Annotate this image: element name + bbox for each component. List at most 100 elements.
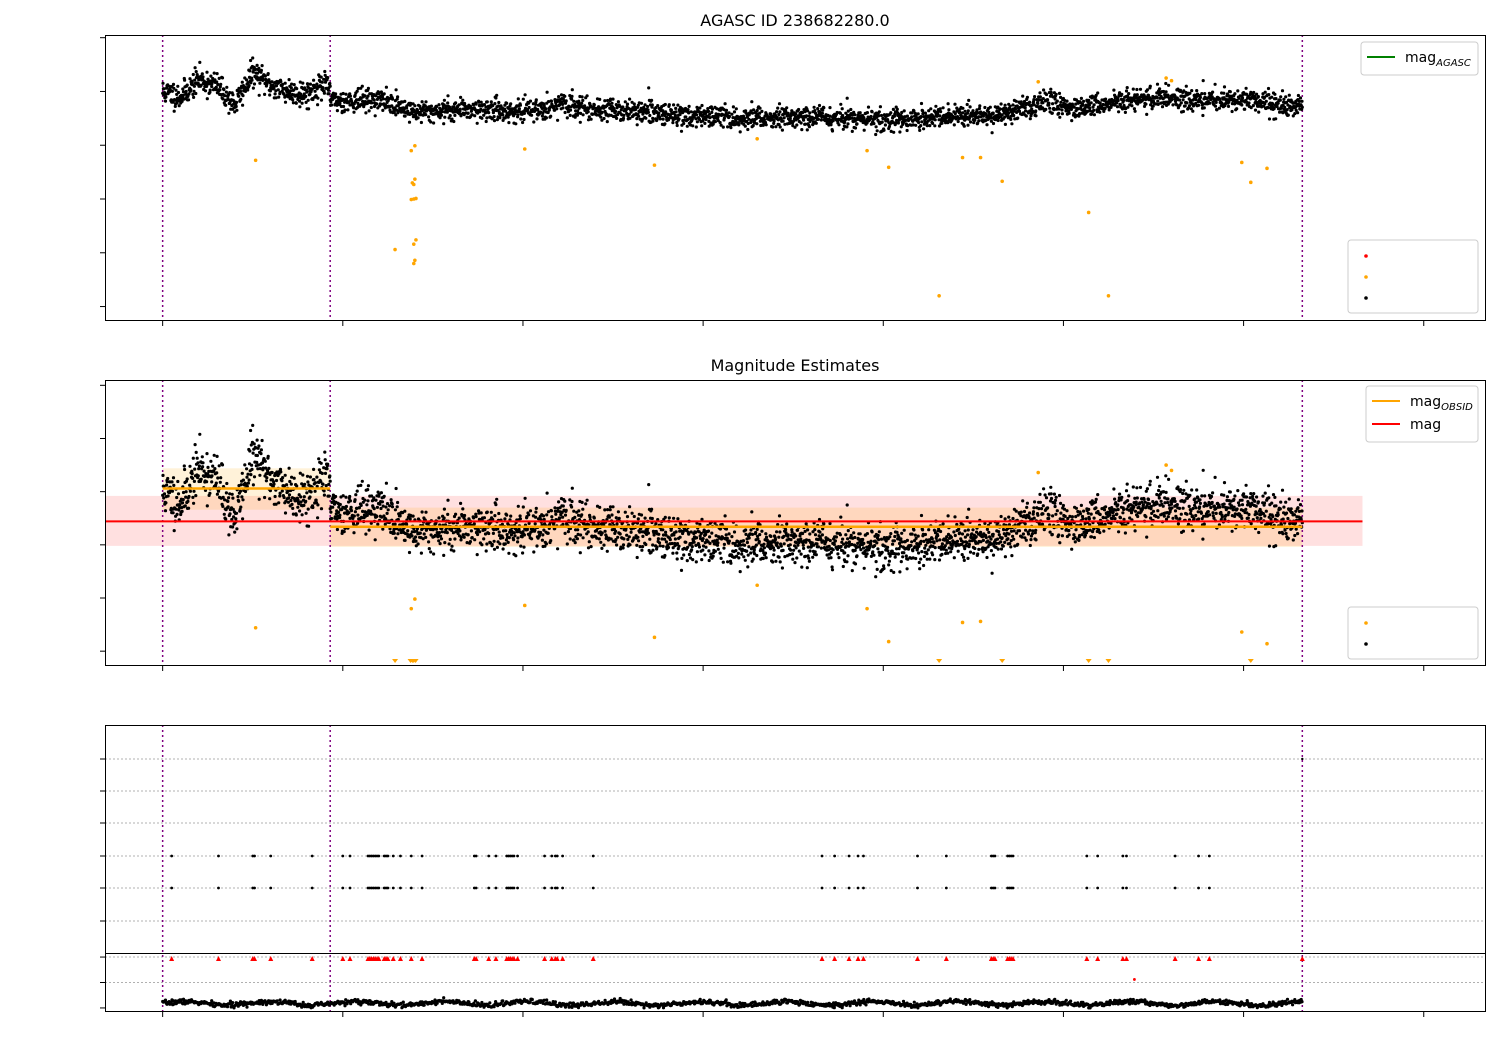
ok-point (180, 99, 184, 103)
ok-point (729, 126, 733, 130)
ok-point (175, 495, 179, 500)
ok-point (366, 86, 370, 90)
ok-point (953, 112, 957, 116)
ok-point (1272, 106, 1276, 111)
ok-point (605, 120, 609, 124)
ok-point (311, 505, 315, 510)
ok-point (563, 513, 568, 517)
ok-point (165, 483, 169, 487)
ok-point (555, 107, 559, 111)
ok-point (306, 507, 310, 511)
ok-point (312, 467, 316, 471)
ok-point (775, 541, 779, 545)
ok-point (316, 103, 320, 107)
ok-point (628, 97, 632, 101)
ok-point (546, 100, 551, 104)
ok-point (610, 513, 614, 517)
ok-point (540, 114, 545, 118)
ok-point (248, 69, 252, 73)
ok-point (635, 123, 639, 127)
ok-point (245, 475, 249, 479)
ok-point (533, 528, 537, 532)
ok-point (760, 529, 764, 533)
ok-point (923, 111, 928, 115)
ok-point (506, 115, 510, 119)
ok-point (394, 88, 398, 92)
ok-point (192, 89, 196, 93)
ok-point (1081, 103, 1085, 107)
ok-point (722, 542, 727, 547)
ok-point (706, 109, 711, 113)
ok-point (716, 541, 720, 545)
ok-point (692, 540, 696, 544)
ok-point (482, 103, 486, 107)
ok-point (694, 560, 698, 564)
ok-point (394, 108, 399, 112)
ok-point (755, 122, 759, 126)
ok-point (424, 510, 428, 514)
ok-point (611, 97, 615, 101)
ok-point (762, 546, 767, 550)
ok-point (521, 551, 525, 555)
ok-point (303, 482, 307, 486)
ok-point (603, 529, 607, 533)
ok-point (263, 92, 267, 96)
ok-point (727, 114, 732, 119)
ok-point (597, 105, 601, 109)
ok-point (749, 551, 753, 555)
ok-point (302, 503, 306, 507)
ok-point (287, 78, 291, 82)
ok-point (685, 124, 689, 128)
ok-point (509, 514, 513, 518)
ok-point (501, 536, 505, 540)
ok-point (245, 78, 249, 82)
ok-point (691, 124, 695, 128)
ok-point (496, 104, 501, 108)
ok-point (616, 100, 621, 104)
ok-point (312, 478, 316, 482)
ok-point (513, 112, 517, 116)
ok-point (546, 110, 550, 115)
ok-point (536, 107, 540, 112)
ok-point (919, 101, 924, 106)
ok-point (248, 449, 252, 453)
ok-point (1296, 111, 1300, 115)
ok-point (1164, 90, 1168, 94)
ok-point (505, 513, 509, 517)
ok-point (442, 553, 446, 558)
ok-point (289, 86, 293, 90)
ok-point (439, 113, 444, 117)
ok-point (1124, 89, 1129, 93)
ok-point (663, 122, 667, 126)
ok-point (641, 534, 645, 539)
ok-point (899, 125, 903, 129)
ok-point (363, 94, 367, 98)
ok-point (366, 94, 370, 98)
ok-point (474, 102, 478, 106)
ok-point (747, 536, 751, 540)
ok-point (171, 82, 176, 86)
ok-point (549, 114, 553, 118)
ok-point (621, 543, 626, 547)
ok-point (226, 505, 230, 509)
ok-point (781, 119, 785, 123)
ok-point (255, 71, 259, 75)
ok-point (794, 112, 798, 116)
ok-point (164, 501, 168, 505)
ok-point (319, 461, 323, 465)
ok-point (516, 504, 520, 508)
ok-point (1120, 92, 1124, 96)
ok-point (263, 74, 267, 78)
ok-point (299, 92, 303, 96)
ok-point (1183, 104, 1187, 108)
ok-point (527, 105, 531, 110)
ok-point (268, 497, 272, 501)
ok-point (956, 119, 960, 124)
ok-point (772, 119, 776, 123)
ok-point (764, 123, 768, 127)
ok-point (215, 492, 219, 496)
ok-point (588, 515, 592, 519)
ok-point (668, 538, 672, 542)
ok-point (267, 466, 271, 470)
ok-point (1057, 91, 1062, 95)
